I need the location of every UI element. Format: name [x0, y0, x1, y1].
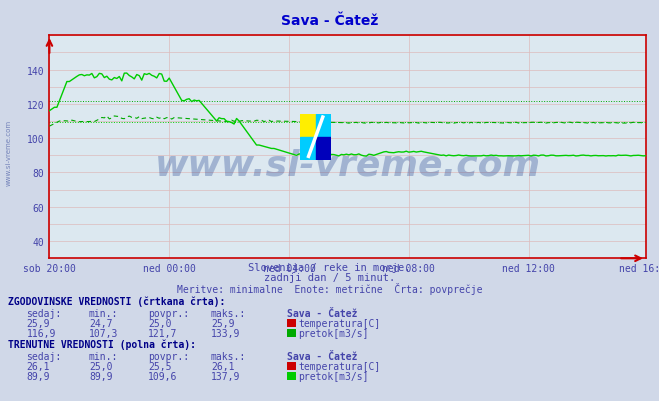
- Text: ZGODOVINSKE VREDNOSTI (črtkana črta):: ZGODOVINSKE VREDNOSTI (črtkana črta):: [8, 296, 225, 306]
- Text: www.si-vreme.com: www.si-vreme.com: [155, 148, 540, 182]
- Text: 137,9: 137,9: [211, 371, 241, 381]
- Text: pretok[m3/s]: pretok[m3/s]: [299, 371, 369, 381]
- Text: Meritve: minimalne  Enote: metrične  Črta: povprečje: Meritve: minimalne Enote: metrične Črta:…: [177, 282, 482, 294]
- Bar: [316, 114, 331, 137]
- Text: 25,9: 25,9: [26, 318, 50, 328]
- Text: 24,7: 24,7: [89, 318, 113, 328]
- Text: 25,5: 25,5: [148, 361, 172, 371]
- Text: Sava - Čatež: Sava - Čatež: [287, 308, 357, 318]
- Text: www.si-vreme.com: www.si-vreme.com: [5, 119, 12, 185]
- Text: TRENUTNE VREDNOSTI (polna črta):: TRENUTNE VREDNOSTI (polna črta):: [8, 339, 196, 349]
- Text: pretok[m3/s]: pretok[m3/s]: [299, 328, 369, 338]
- Text: min.:: min.:: [89, 351, 119, 361]
- Text: temperatura[C]: temperatura[C]: [299, 318, 381, 328]
- Text: 107,3: 107,3: [89, 328, 119, 338]
- Text: min.:: min.:: [89, 308, 119, 318]
- Text: 26,1: 26,1: [211, 361, 235, 371]
- Bar: [300, 114, 316, 137]
- Text: maks.:: maks.:: [211, 308, 246, 318]
- Text: sedaj:: sedaj:: [26, 308, 61, 318]
- Text: 89,9: 89,9: [26, 371, 50, 381]
- Text: Sava - Čatež: Sava - Čatež: [281, 14, 378, 28]
- Text: 109,6: 109,6: [148, 371, 178, 381]
- Text: zadnji dan / 5 minut.: zadnji dan / 5 minut.: [264, 272, 395, 282]
- Text: 26,1: 26,1: [26, 361, 50, 371]
- Text: 133,9: 133,9: [211, 328, 241, 338]
- Text: 25,0: 25,0: [89, 361, 113, 371]
- Bar: [316, 137, 331, 160]
- Text: 116,9: 116,9: [26, 328, 56, 338]
- Text: povpr.:: povpr.:: [148, 351, 189, 361]
- Text: Slovenija / reke in morje.: Slovenija / reke in morje.: [248, 262, 411, 272]
- Text: 25,9: 25,9: [211, 318, 235, 328]
- Text: sedaj:: sedaj:: [26, 351, 61, 361]
- Text: Sava - Čatež: Sava - Čatež: [287, 351, 357, 361]
- Text: maks.:: maks.:: [211, 351, 246, 361]
- Text: 89,9: 89,9: [89, 371, 113, 381]
- Text: 121,7: 121,7: [148, 328, 178, 338]
- Bar: [300, 137, 316, 160]
- Text: 25,0: 25,0: [148, 318, 172, 328]
- Text: temperatura[C]: temperatura[C]: [299, 361, 381, 371]
- Text: povpr.:: povpr.:: [148, 308, 189, 318]
